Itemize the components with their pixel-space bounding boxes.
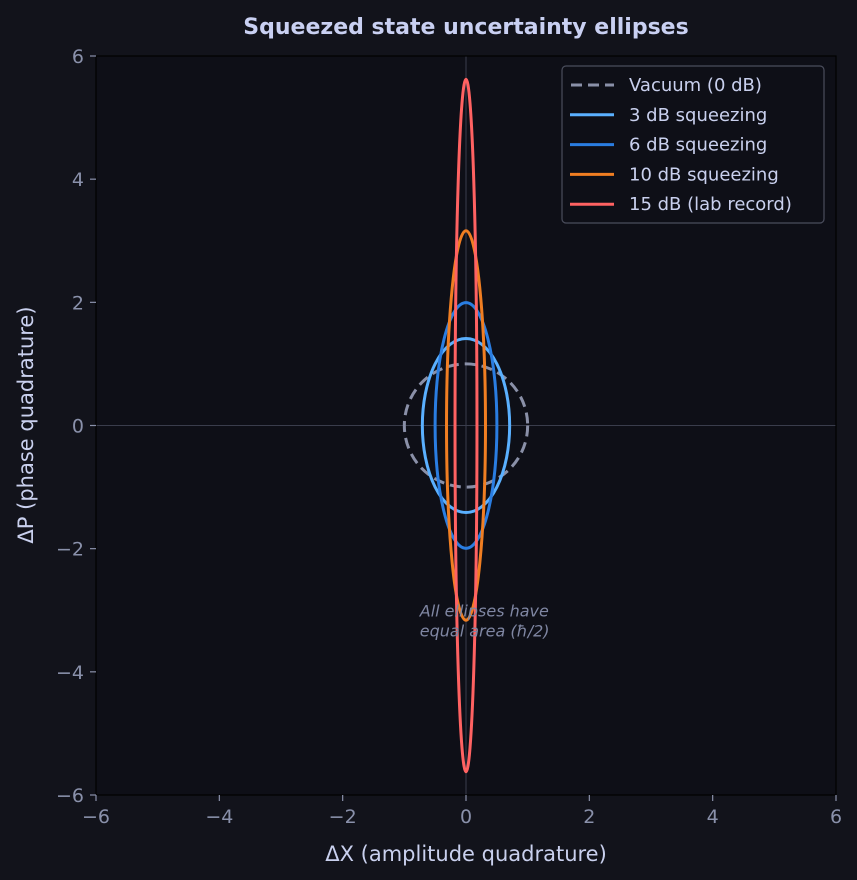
legend-label-4: 15 dB (lab record) [629, 194, 792, 215]
y-tick-label: 2 [72, 292, 84, 314]
legend-frame [561, 65, 825, 224]
y-axis-label: ΔP (phase quadrature) [14, 306, 38, 543]
ellipses [402, 77, 530, 774]
x-tick-label: −2 [329, 806, 357, 828]
x-tick-label: 6 [830, 806, 842, 828]
y-tick-label: 4 [72, 169, 84, 191]
legend-label-3: 10 dB squeezing [629, 164, 779, 185]
ellipse-series-4 [453, 77, 479, 774]
annotation: All ellipses have equal area (ħ/2) [419, 601, 550, 640]
y-tick-label: −4 [56, 662, 84, 684]
legend: Vacuum (0 dB) 3 dB squeezing 6 dB squeezin… [561, 65, 825, 224]
legend-label-2: 6 dB squeezing [629, 135, 767, 156]
zero-lines [96, 56, 836, 795]
ellipse-series-2 [433, 301, 499, 550]
x-tick-label: 4 [707, 806, 719, 828]
ellipse-series-0 [402, 362, 530, 489]
x-tick-label: 0 [460, 806, 472, 828]
ellipse-series-3 [445, 229, 487, 622]
x-tick-label: −6 [82, 806, 110, 828]
y-tick-label: 0 [72, 416, 84, 438]
y-tick-label: 6 [72, 46, 84, 68]
annotation-line-1: All ellipses have [419, 601, 549, 620]
annotation-line-2: equal area (ħ/2) [420, 621, 550, 640]
x-ticks: −6 −4 −2 0 2 4 6 [82, 795, 842, 828]
y-ticks: −6 −4 −2 0 2 4 6 [56, 46, 96, 807]
x-axis-label: ΔX (amplitude quadrature) [325, 842, 607, 866]
y-tick-label: −6 [56, 785, 84, 807]
ellipse-series-1 [420, 336, 512, 515]
x-tick-label: −4 [205, 806, 233, 828]
x-tick-label: 2 [583, 806, 595, 828]
chart-title: Squeezed state uncertainty ellipses [243, 15, 688, 40]
legend-label-0: Vacuum (0 dB) [629, 75, 762, 96]
y-tick-label: −2 [56, 539, 84, 561]
legend-label-1: 3 dB squeezing [629, 105, 767, 126]
